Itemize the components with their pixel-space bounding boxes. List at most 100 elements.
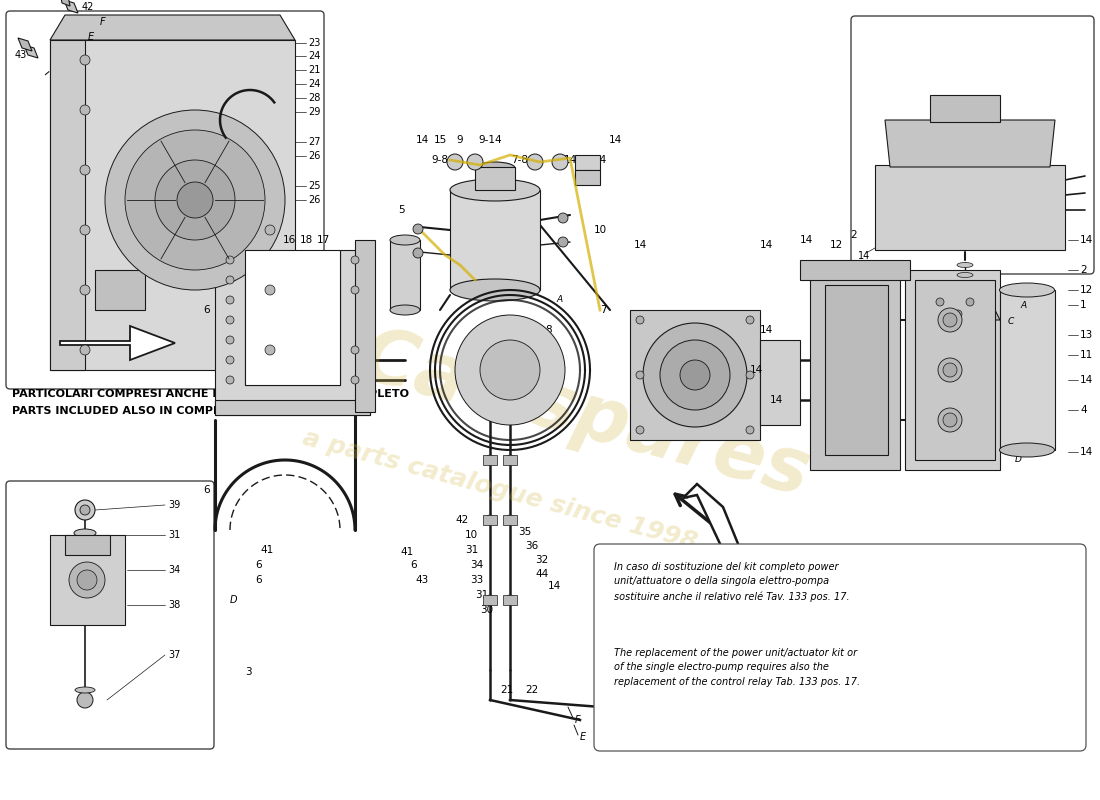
Circle shape: [77, 570, 97, 590]
Text: 25: 25: [308, 181, 320, 191]
Text: In caso di sostituzione del kit completo power
unit/attuatore o della singola el: In caso di sostituzione del kit completo…: [614, 562, 849, 602]
Ellipse shape: [75, 687, 95, 693]
Circle shape: [558, 213, 568, 223]
Polygon shape: [50, 40, 85, 370]
Text: 38: 38: [168, 600, 180, 610]
Text: C: C: [1008, 318, 1014, 326]
Text: 14: 14: [858, 251, 870, 261]
Circle shape: [80, 505, 90, 515]
Text: 43: 43: [415, 575, 428, 585]
Text: 4: 4: [1080, 405, 1087, 415]
Polygon shape: [905, 270, 1000, 470]
Bar: [483, 455, 497, 465]
Ellipse shape: [957, 273, 974, 278]
Circle shape: [226, 336, 234, 344]
Ellipse shape: [450, 179, 540, 201]
Text: 18: 18: [300, 235, 313, 245]
Circle shape: [351, 376, 359, 384]
Polygon shape: [18, 38, 32, 51]
Text: 6: 6: [204, 485, 210, 495]
Text: 34: 34: [470, 560, 483, 570]
Text: 2: 2: [850, 230, 857, 240]
Text: The replacement of the power unit/actuator kit or
of the single electro-pump req: The replacement of the power unit/actuat…: [614, 648, 860, 686]
Text: 14: 14: [1080, 235, 1093, 245]
Polygon shape: [64, 0, 78, 13]
Bar: [483, 515, 497, 525]
Polygon shape: [60, 326, 175, 360]
Polygon shape: [760, 340, 800, 425]
Polygon shape: [915, 280, 996, 460]
Polygon shape: [245, 250, 340, 385]
Text: 35: 35: [518, 527, 531, 537]
Polygon shape: [874, 165, 1065, 250]
Circle shape: [558, 237, 568, 247]
Circle shape: [265, 225, 275, 235]
Text: 28: 28: [308, 93, 320, 103]
Circle shape: [69, 562, 104, 598]
Text: 41: 41: [400, 547, 414, 557]
Polygon shape: [24, 45, 38, 58]
Circle shape: [505, 455, 515, 465]
Ellipse shape: [390, 305, 420, 315]
Text: A: A: [558, 155, 564, 165]
Circle shape: [485, 455, 495, 465]
Text: 14: 14: [608, 135, 622, 145]
Text: 2: 2: [1080, 265, 1087, 275]
Text: A: A: [556, 295, 562, 305]
Text: PARTS INCLUDED ALSO IN COMPLETE DIFFERENTIAL: PARTS INCLUDED ALSO IN COMPLETE DIFFEREN…: [12, 406, 336, 416]
Text: B: B: [580, 166, 586, 174]
Text: 10: 10: [465, 530, 478, 540]
Text: 9-14: 9-14: [478, 135, 502, 145]
Circle shape: [447, 154, 463, 170]
Text: 6: 6: [255, 575, 262, 585]
Text: 8: 8: [500, 315, 507, 325]
Polygon shape: [930, 95, 1000, 122]
Text: 14: 14: [634, 240, 647, 250]
Text: 8: 8: [544, 325, 551, 335]
Polygon shape: [810, 270, 900, 470]
Circle shape: [226, 376, 234, 384]
Circle shape: [943, 313, 957, 327]
Circle shape: [680, 360, 710, 390]
Text: C: C: [575, 178, 581, 186]
Polygon shape: [50, 15, 295, 40]
Text: 22: 22: [525, 685, 538, 695]
Text: 9: 9: [395, 235, 402, 245]
Circle shape: [351, 256, 359, 264]
Ellipse shape: [957, 262, 974, 267]
Text: F: F: [100, 17, 106, 27]
Ellipse shape: [1000, 283, 1055, 297]
Polygon shape: [214, 400, 370, 415]
Polygon shape: [1000, 290, 1055, 450]
Ellipse shape: [390, 235, 420, 245]
Circle shape: [485, 595, 495, 605]
Text: 9-8: 9-8: [431, 155, 449, 165]
Polygon shape: [214, 250, 370, 415]
Ellipse shape: [74, 529, 96, 537]
Text: 14: 14: [750, 365, 763, 375]
Polygon shape: [683, 484, 743, 570]
FancyBboxPatch shape: [594, 544, 1086, 751]
Circle shape: [80, 285, 90, 295]
Circle shape: [485, 515, 495, 525]
Text: 29: 29: [308, 107, 320, 117]
Text: 14: 14: [760, 240, 773, 250]
Circle shape: [505, 515, 515, 525]
Circle shape: [125, 130, 265, 270]
Circle shape: [155, 160, 235, 240]
Circle shape: [966, 298, 974, 306]
Polygon shape: [50, 40, 295, 370]
Text: 14: 14: [548, 581, 561, 591]
FancyBboxPatch shape: [851, 16, 1094, 274]
Text: 31: 31: [465, 545, 478, 555]
Text: 20: 20: [265, 205, 278, 215]
Polygon shape: [886, 120, 1055, 167]
Circle shape: [80, 225, 90, 235]
Text: F: F: [575, 715, 581, 725]
Text: 42: 42: [82, 2, 95, 12]
Circle shape: [936, 298, 944, 306]
Circle shape: [80, 345, 90, 355]
Text: A: A: [874, 315, 881, 325]
Text: 3: 3: [245, 667, 252, 677]
Circle shape: [265, 345, 275, 355]
